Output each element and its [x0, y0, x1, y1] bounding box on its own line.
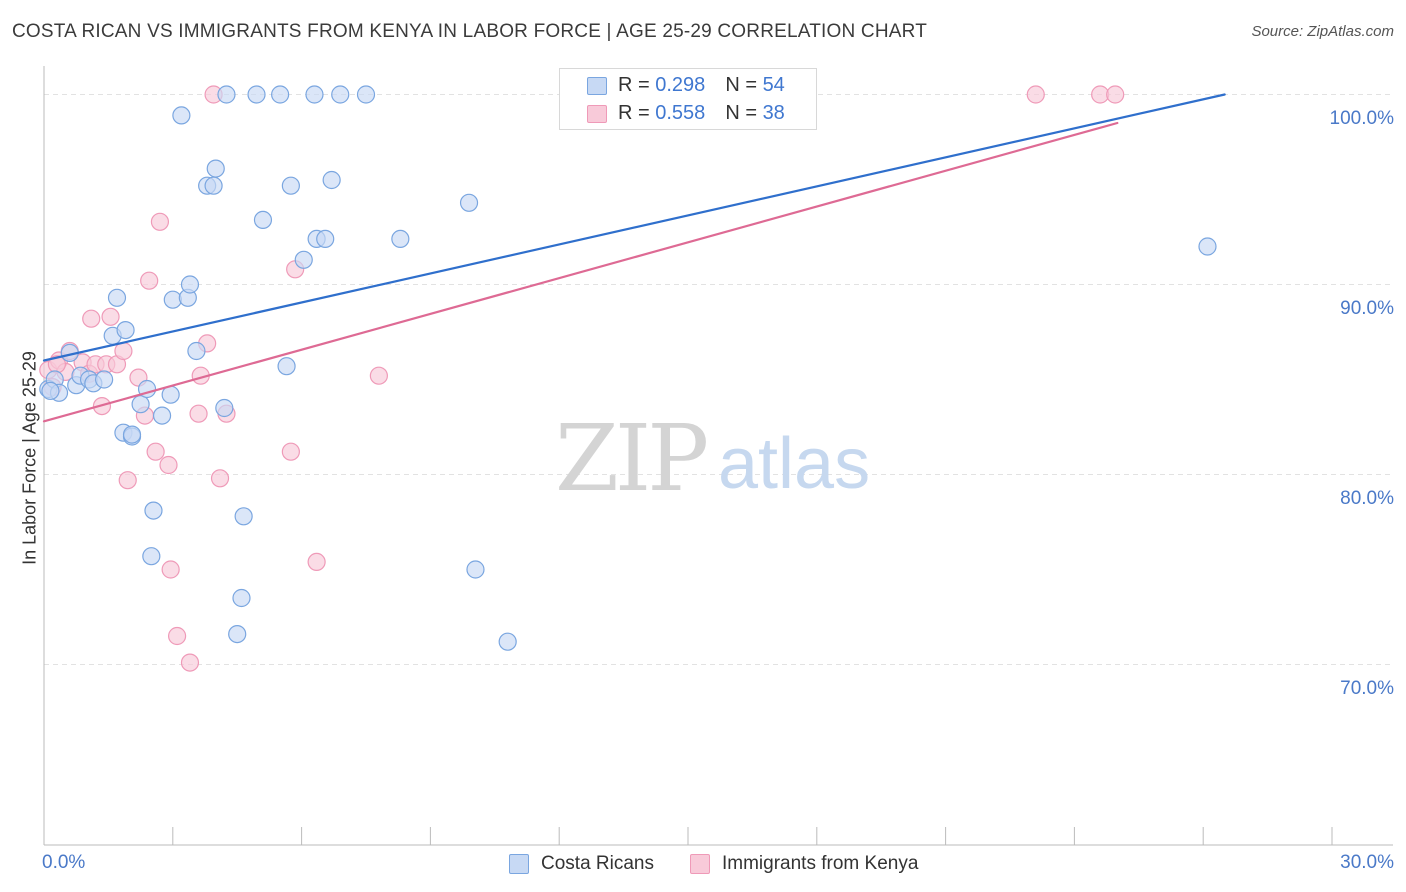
point-kenya — [167, 626, 187, 646]
point-costa-ricans — [172, 106, 191, 125]
point-costa-ricans — [116, 321, 135, 340]
point-costa-ricans — [95, 370, 114, 389]
point-costa-ricans — [144, 501, 163, 520]
point-costa-ricans — [122, 425, 142, 444]
legend-n-value: 54 — [762, 74, 785, 96]
point-costa-ricans — [234, 507, 253, 526]
point-costa-ricans — [107, 288, 127, 307]
axes — [43, 66, 1393, 846]
legend-swatch-kenya — [587, 105, 607, 123]
legend-r-label: R = — [618, 74, 656, 96]
data-points — [39, 85, 1217, 672]
point-costa-ricans — [331, 85, 350, 104]
point-costa-ricans — [206, 159, 225, 178]
point-costa-ricans — [187, 341, 206, 361]
point-kenya — [101, 307, 120, 326]
point-costa-ricans — [228, 624, 247, 644]
point-costa-ricans — [391, 229, 410, 248]
y-tick-label: 70.0% — [1340, 677, 1394, 699]
legend-swatch-costa-ricans — [587, 77, 607, 95]
series-swatch-kenya — [690, 854, 710, 874]
point-costa-ricans — [131, 395, 150, 414]
gridlines — [44, 94, 1393, 665]
point-costa-ricans — [142, 547, 161, 566]
series-swatch-costa-ricans — [509, 854, 529, 874]
point-costa-ricans — [152, 406, 172, 425]
point-costa-ricans — [163, 290, 182, 309]
point-costa-ricans — [180, 275, 200, 294]
point-costa-ricans — [356, 85, 376, 104]
point-costa-ricans — [316, 229, 335, 248]
point-costa-ricans — [41, 381, 60, 400]
point-kenya — [1026, 85, 1045, 104]
point-kenya — [161, 560, 180, 579]
point-kenya — [307, 552, 326, 572]
watermark-atlas: atlas — [718, 424, 870, 504]
point-costa-ricans — [305, 85, 324, 104]
point-kenya — [180, 653, 200, 672]
point-costa-ricans — [498, 632, 517, 651]
point-costa-ricans — [217, 85, 236, 104]
point-costa-ricans — [232, 588, 251, 608]
point-kenya — [159, 455, 178, 475]
chart-source: Source: ZipAtlas.com — [1251, 23, 1394, 40]
legend-n-label: N = — [725, 74, 763, 96]
x-tick-label-max: 30.0% — [1340, 852, 1394, 873]
y-tick-label: 100.0% — [1329, 107, 1394, 129]
point-costa-ricans — [277, 357, 296, 376]
point-kenya — [369, 366, 388, 385]
point-kenya — [281, 442, 300, 461]
watermark-zip: ZIP — [555, 405, 706, 512]
series-label-kenya: Immigrants from Kenya — [722, 853, 919, 874]
point-costa-ricans — [294, 250, 313, 269]
point-kenya — [150, 212, 170, 231]
point-kenya — [210, 469, 230, 488]
point-kenya — [140, 271, 159, 290]
point-costa-ricans — [322, 170, 341, 190]
point-costa-ricans — [247, 85, 266, 104]
y-tick-label: 90.0% — [1340, 297, 1394, 319]
legend-stats-kenya: R = 0.558 N = 38 — [618, 102, 785, 125]
trend-line-kenya — [42, 121, 1119, 423]
point-costa-ricans — [253, 210, 273, 229]
point-costa-ricans — [204, 176, 223, 195]
point-costa-ricans — [466, 560, 485, 579]
chart-title: COSTA RICAN VS IMMIGRANTS FROM KENYA IN … — [12, 21, 927, 42]
legend-stats-costa-ricans: R = 0.298 N = 54 — [618, 74, 785, 97]
series-legend: Costa Ricans Immigrants from Kenya — [0, 853, 1406, 877]
trend-lines — [42, 93, 1226, 423]
watermark: ZIP atlas — [555, 405, 870, 512]
point-costa-ricans — [1198, 237, 1217, 256]
point-kenya — [82, 309, 101, 328]
legend-r-label: R = — [618, 102, 656, 124]
point-kenya — [118, 471, 137, 490]
legend-r-value: 0.298 — [655, 74, 706, 96]
point-costa-ricans — [271, 85, 290, 104]
trend-line-costa-ricans — [42, 93, 1226, 362]
x-tick-label-min: 0.0% — [42, 852, 86, 873]
legend-r-value: 0.558 — [655, 102, 706, 124]
y-tick-label: 80.0% — [1340, 487, 1394, 509]
y-axis-label: In Labor Force | Age 25-29 — [19, 351, 40, 565]
point-costa-ricans — [459, 193, 479, 212]
point-costa-ricans — [281, 176, 300, 195]
stats-legend: R = 0.298 N = 54 R = 0.558 N = 38 — [559, 68, 817, 130]
legend-n-value: 38 — [762, 102, 785, 124]
point-kenya — [1106, 85, 1125, 104]
point-kenya — [189, 404, 208, 423]
legend-n-label: N = — [725, 102, 763, 124]
series-label-costa-ricans: Costa Ricans — [541, 853, 654, 874]
point-costa-ricans — [215, 398, 234, 418]
point-kenya — [146, 442, 165, 461]
